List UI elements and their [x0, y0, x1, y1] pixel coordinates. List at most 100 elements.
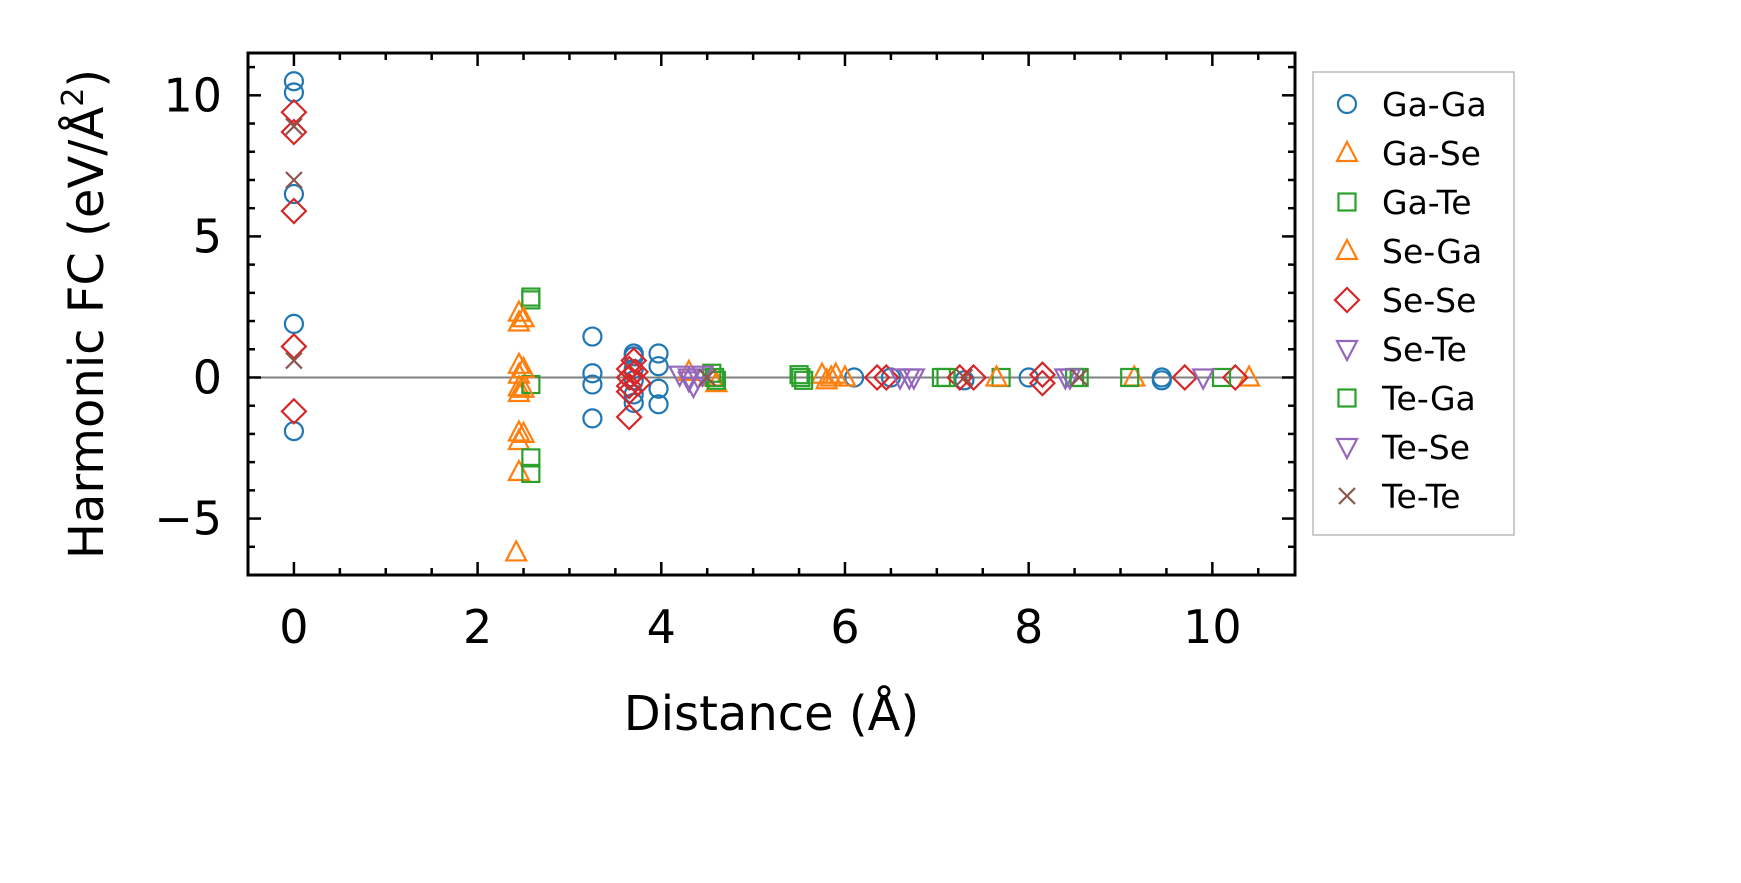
legend-label: Ga-Ga: [1382, 85, 1487, 124]
x-tick-label: 0: [279, 600, 308, 654]
legend-entry: Te-Se: [1335, 428, 1470, 467]
legend-label: Te-Se: [1381, 428, 1470, 467]
legend-entry: Te-Ga: [1337, 379, 1476, 418]
legend-entry: Ga-Te: [1337, 183, 1472, 222]
x-tick-label: 10: [1183, 600, 1242, 654]
data-point: [814, 366, 839, 390]
data-point: [648, 356, 669, 377]
data-point: [1211, 367, 1232, 388]
data-point: [582, 408, 603, 429]
legend-label: Se-Ga: [1382, 232, 1482, 271]
data-point: [511, 375, 536, 398]
data-point: [582, 374, 603, 395]
data-point: [507, 299, 531, 322]
y-tick-label: 10: [163, 68, 222, 122]
data-point: [620, 347, 648, 375]
y-axis-title-close: ): [59, 69, 115, 88]
data-point: [521, 290, 541, 310]
data-point: [280, 98, 308, 126]
y-tick-label: −5: [154, 492, 222, 546]
legend-marker: [1335, 437, 1359, 461]
legend-marker: [1335, 237, 1359, 261]
x-axis-title: Distance (Å): [624, 685, 919, 742]
legend: Ga-Ga Ga-Se Ga-Te Se-Ga Se-Se Se-Te Te-Ga Te-Se…: [1312, 71, 1515, 536]
data-point: [582, 326, 603, 347]
data-point: [504, 539, 529, 562]
data-point: [283, 71, 305, 92]
data-point: [959, 363, 988, 392]
data-point: [1120, 367, 1140, 388]
data-point: [1221, 363, 1249, 392]
legend-marker: [1337, 388, 1357, 408]
legend-label: Ga-Te: [1382, 183, 1472, 222]
data-point: [280, 332, 308, 361]
legend-marker: [1338, 487, 1356, 505]
data-point: [283, 313, 305, 334]
data-point: [1070, 368, 1088, 387]
legend-marker: [1335, 139, 1359, 163]
data-point: [511, 420, 536, 444]
y-axis-title-main: Harmonic FC (eV/Å: [58, 107, 115, 560]
data-point: [622, 358, 650, 386]
y-axis-title: Harmonic FC (eV/Å2): [56, 69, 115, 559]
legend-entry: Ga-Ga: [1336, 85, 1487, 124]
data-point: [280, 397, 308, 425]
data-point: [833, 364, 857, 387]
x-tick-label: 4: [647, 600, 676, 654]
data-point: [706, 370, 726, 390]
data-point: [1028, 361, 1056, 389]
legend-entry: Se-Ga: [1335, 232, 1482, 271]
data-point: [648, 343, 669, 364]
legend-entry: Te-Te: [1338, 477, 1461, 516]
data-point: [521, 463, 541, 484]
legend-label: Te-Ga: [1381, 379, 1476, 418]
data-point: [1171, 363, 1199, 392]
legend-label: Ga-Se: [1382, 134, 1481, 173]
data-point: [791, 367, 811, 388]
data-point: [507, 309, 531, 332]
legend-label: Se-Te: [1382, 330, 1467, 369]
data-point: [1237, 364, 1261, 387]
legend-marker: [1336, 93, 1358, 115]
data-point: [615, 403, 643, 431]
tick-labels: 0 2 4 6 8 10 −5 0 5 10: [154, 68, 1241, 654]
data-point: [507, 458, 531, 482]
data-point: [582, 363, 603, 384]
data-point: [789, 365, 809, 385]
data-point: [1018, 367, 1039, 388]
x-tick-label: 6: [830, 600, 859, 654]
data-points: [280, 71, 1261, 562]
y-axis-title-sup: 2: [56, 88, 91, 107]
data-point: [897, 368, 922, 391]
x-tick-label: 2: [463, 600, 492, 654]
data-point: [285, 171, 303, 189]
data-point: [794, 370, 814, 390]
data-point: [863, 363, 891, 392]
data-point: [1151, 370, 1172, 391]
data-point: [677, 368, 701, 391]
data-point: [819, 364, 844, 387]
data-point: [511, 304, 536, 328]
data-point: [955, 368, 974, 387]
data-point: [285, 117, 303, 136]
legend-label: Se-Se: [1382, 281, 1476, 320]
legend-marker: [1337, 192, 1357, 212]
data-point: [283, 183, 305, 205]
data-point: [280, 197, 308, 225]
data-point: [698, 368, 716, 387]
y-tick-label: 5: [193, 209, 222, 263]
data-point: [1191, 368, 1215, 391]
data-point: [507, 419, 531, 442]
data-point: [936, 367, 956, 388]
legend-entry: Se-Se: [1333, 281, 1476, 320]
axis-ticks: [246, 53, 1295, 577]
data-point: [521, 448, 541, 468]
legend-label: Te-Te: [1381, 477, 1461, 516]
legend-entry: Ga-Se: [1335, 134, 1481, 173]
data-point: [507, 374, 531, 397]
x-tick-label: 8: [1014, 600, 1043, 654]
data-point: [648, 394, 669, 415]
legend-marker: [1333, 286, 1361, 314]
legend-entry: Se-Te: [1335, 330, 1467, 369]
